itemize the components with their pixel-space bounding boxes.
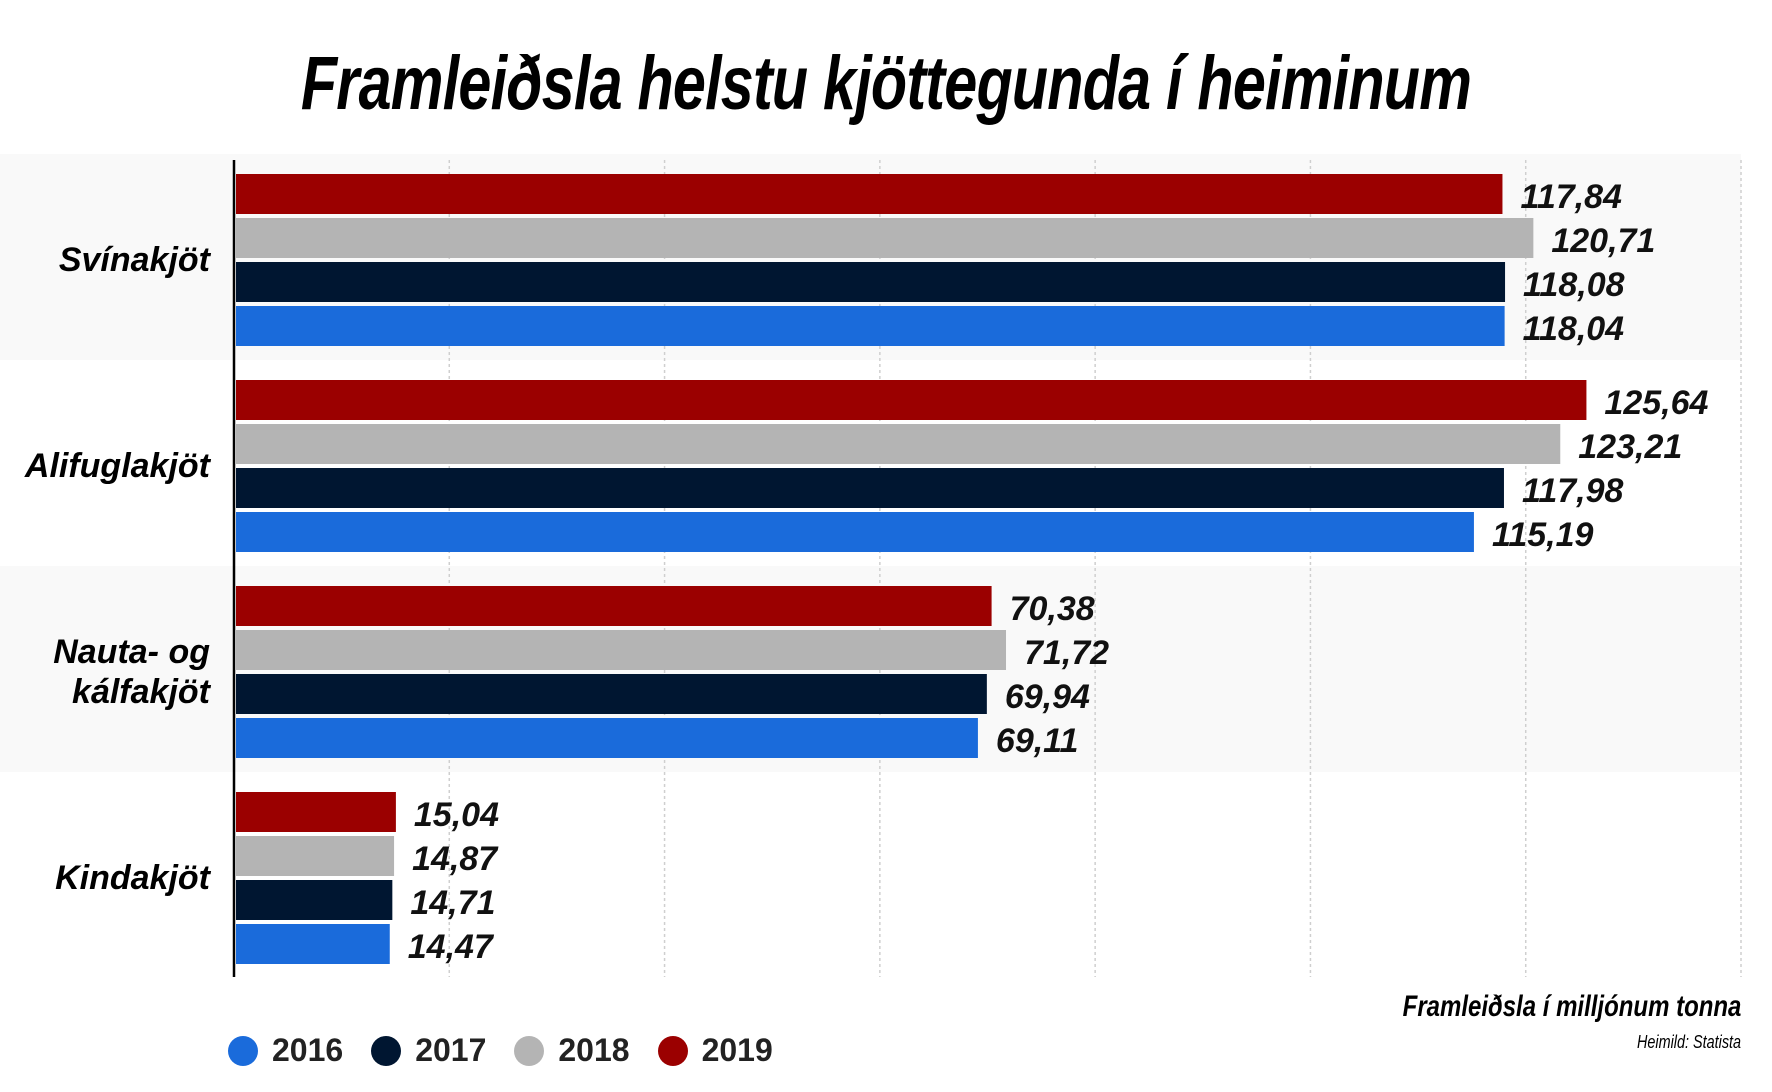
legend-item-2018: 2018: [514, 1032, 630, 1069]
bar-2019: [236, 792, 396, 832]
legend-dot-icon: [514, 1035, 545, 1066]
bar-2017: [236, 262, 1506, 302]
data-label: 69,11: [996, 722, 1079, 760]
category-label: Alifuglakjöt: [24, 447, 212, 485]
data-label: 15,04: [414, 796, 499, 834]
data-label: 118,04: [1523, 310, 1625, 348]
chart-title: Framleiðsla helstu kjöttegunda í heiminu…: [300, 41, 1472, 126]
bar-2018: [236, 630, 1007, 670]
bar-2019: [236, 586, 992, 626]
bar-2016: [236, 924, 390, 964]
bar-2019: [236, 174, 1503, 214]
legend-dot-icon: [371, 1035, 402, 1066]
data-label: 14,87: [412, 840, 499, 878]
legend: 2016 2017 2018 2019: [228, 1032, 773, 1069]
category-label: Nauta- og: [53, 633, 210, 671]
category-label: Svínakjöt: [59, 241, 212, 279]
source-note: Heimild: Statista: [1636, 1032, 1741, 1052]
bar-2017: [236, 880, 393, 920]
bar-2018: [236, 218, 1534, 258]
bar-2016: [236, 512, 1474, 552]
legend-item-2017: 2017: [371, 1032, 486, 1069]
data-label: 14,47: [408, 928, 495, 966]
data-label: 70,38: [1010, 590, 1095, 628]
data-label: 123,21: [1578, 428, 1682, 466]
data-label: 125,64: [1604, 384, 1708, 422]
data-label: 117,84: [1520, 178, 1622, 216]
legend-label: 2017: [415, 1032, 487, 1068]
bar-2019: [236, 380, 1587, 420]
legend-label: 2019: [701, 1032, 773, 1068]
data-label: 14,71: [410, 884, 495, 922]
bar-2017: [236, 468, 1504, 508]
legend-item-2016: 2016: [228, 1032, 343, 1069]
category-label: kálfakjöt: [72, 673, 212, 711]
x-axis-label: Framleiðsla í milljónum tonna: [1402, 990, 1741, 1023]
bar-2016: [236, 306, 1505, 346]
data-label: 120,71: [1551, 222, 1655, 260]
category-label: Kindakjöt: [55, 859, 212, 897]
data-label: 69,94: [1005, 678, 1090, 716]
data-label: 115,19: [1492, 516, 1594, 554]
bar-2017: [236, 674, 987, 714]
legend-item-2019: 2019: [657, 1032, 773, 1069]
legend-label: 2018: [558, 1032, 630, 1068]
legend-label: 2016: [272, 1032, 344, 1068]
data-label: 118,08: [1523, 266, 1625, 304]
bar-2016: [236, 718, 978, 758]
legend-dot-icon: [657, 1035, 688, 1066]
data-label: 117,98: [1522, 472, 1624, 510]
legend-dot-icon: [228, 1035, 258, 1066]
bar-2018: [236, 424, 1561, 464]
data-label: 71,72: [1024, 634, 1109, 672]
bar-2018: [236, 836, 395, 876]
